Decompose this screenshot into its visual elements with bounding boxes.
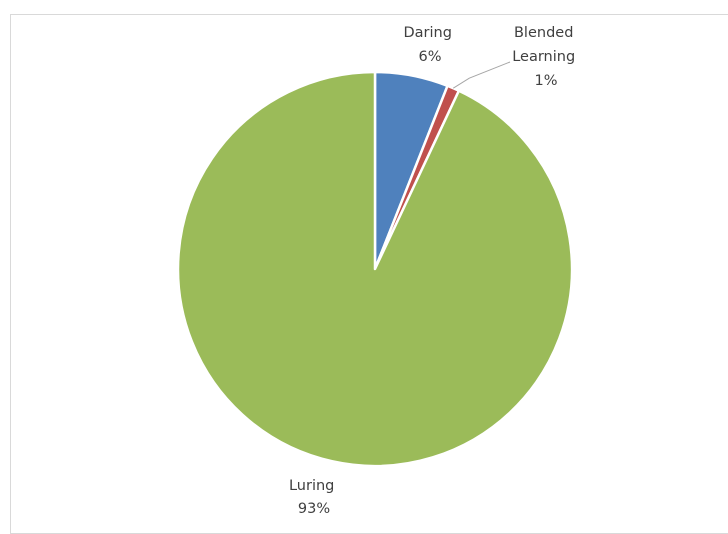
leader-lines	[452, 61, 511, 89]
pie-slices	[176, 70, 574, 468]
slice-label-luring-name: Luring	[289, 478, 334, 494]
slice-label-luring-percent: 93%	[298, 501, 330, 515]
slice-label-daring: Daring 6%	[403, 25, 456, 65]
slice-label-blended-learning-percent: 1%	[534, 73, 557, 89]
pie-chart: Daring 6% Blended Learning 1% Luring 93%	[176, 25, 580, 515]
slice-label-blended-learning: Blended Learning 1%	[512, 25, 580, 89]
leader-line-blended-learning	[452, 61, 511, 89]
slice-label-blended-learning-name-line2: Learning	[512, 49, 575, 65]
slice-label-daring-percent: 6%	[418, 49, 441, 65]
pie-slice-luring	[176, 70, 574, 468]
slice-label-daring-name: Daring	[403, 25, 451, 41]
slice-label-blended-learning-name-line1: Blended	[514, 25, 573, 41]
slice-label-luring: Luring 93%	[289, 478, 339, 515]
